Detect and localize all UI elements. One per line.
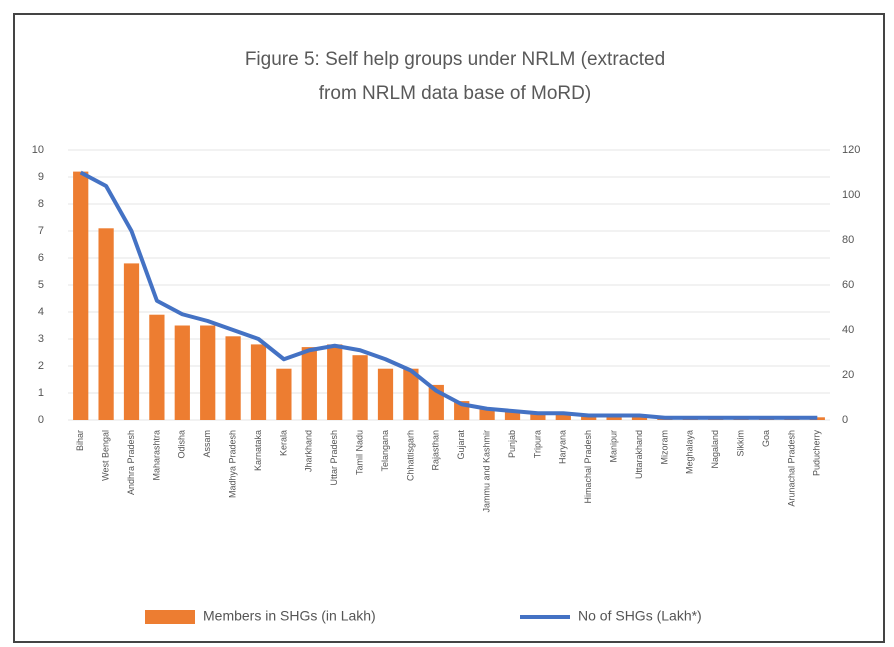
bar <box>98 228 114 420</box>
bar <box>200 325 216 420</box>
y2-tick-label: 20 <box>842 369 854 381</box>
y-tick-label: 3 <box>38 333 44 345</box>
y-tick-label: 2 <box>38 360 44 372</box>
y2-tick-label: 0 <box>842 414 848 426</box>
y-tick-label: 7 <box>38 225 44 237</box>
bar <box>225 336 241 420</box>
legend-swatch <box>145 610 195 624</box>
chart-title: Figure 5: Self help groups under NRLM (e… <box>245 49 665 104</box>
bar <box>174 325 190 420</box>
y-tick-label: 4 <box>38 306 44 318</box>
frame <box>13 13 885 643</box>
x-tick-label: Uttar Pradesh <box>329 430 339 486</box>
bar <box>276 368 292 420</box>
bar <box>403 368 419 420</box>
line <box>79 170 818 420</box>
y-tick-label: 6 <box>38 252 44 264</box>
bar <box>479 409 495 420</box>
x-tick-label: West Bengal <box>100 430 110 481</box>
x-tick-label: Kerala <box>278 430 288 456</box>
x-tick-label: Telangana <box>380 430 390 472</box>
x-tick-label: Assam <box>202 430 212 458</box>
bar <box>504 411 521 420</box>
bar <box>301 347 317 420</box>
x-tick-label: Odisha <box>177 430 187 459</box>
bar <box>555 414 571 420</box>
x-tick-label: Karnataka <box>253 430 263 471</box>
x-tick-label: Tamil Nadu <box>354 430 364 475</box>
x-tick-label: Goa <box>761 430 771 447</box>
x-tick-label: Arunachal Pradesh <box>786 430 796 507</box>
y-tick-label: 10 <box>32 144 44 156</box>
y2-tick-label: 80 <box>842 234 854 246</box>
bar <box>327 344 343 420</box>
x-tick-label: Puducherry <box>812 430 822 477</box>
y2-tick-label: 100 <box>842 189 860 201</box>
bar <box>73 171 89 420</box>
legend-label: Members in SHGs (in Lakh) <box>203 608 376 624</box>
y-tick-label: 0 <box>38 414 44 426</box>
y2-tick-label: 120 <box>842 144 860 156</box>
bar <box>149 314 165 420</box>
x-tick-label: Haryana <box>558 430 568 464</box>
legend-label: No of SHGs (Lakh*) <box>578 608 702 624</box>
y2-tick-label: 40 <box>842 324 854 336</box>
x-tick-label: Jammu and Kashmir <box>481 430 491 513</box>
bar <box>123 263 140 420</box>
x-tick-label: Jharkhand <box>304 430 314 472</box>
x-tick-label: Bihar <box>75 430 85 451</box>
x-tick-label: Maharashtra <box>151 430 161 481</box>
x-tick-label: Chhattisgarh <box>405 430 415 481</box>
x-tick-label: Rajasthan <box>431 430 441 471</box>
x-tick-label: Tripura <box>532 430 542 458</box>
y-tick-label: 1 <box>38 387 44 399</box>
x-tick-label: Nagaland <box>710 430 720 469</box>
x-tick-label: Madhya Pradesh <box>227 430 237 498</box>
y-tick-label: 8 <box>38 198 44 210</box>
bar <box>352 355 368 420</box>
y-tick-label: 9 <box>38 171 44 183</box>
x-tick-label: Manipur <box>608 430 618 463</box>
x-tick-label: Sikkim <box>735 430 745 457</box>
x-tick-label: Himachal Pradesh <box>583 430 593 504</box>
bar <box>530 411 546 420</box>
bar <box>377 368 394 420</box>
y-tick-label: 5 <box>38 279 44 291</box>
y2-tick-label: 60 <box>842 279 854 291</box>
x-tick-label: Uttarakhand <box>634 430 644 479</box>
x-tick-label: Mizoram <box>659 430 669 465</box>
x-tick-label: Punjab <box>507 430 517 458</box>
x-tick-label: Meghalaya <box>685 430 695 474</box>
x-tick-label: Gujarat <box>456 430 466 460</box>
bar <box>250 344 267 420</box>
x-tick-label: Andhra Pradesh <box>126 430 136 495</box>
